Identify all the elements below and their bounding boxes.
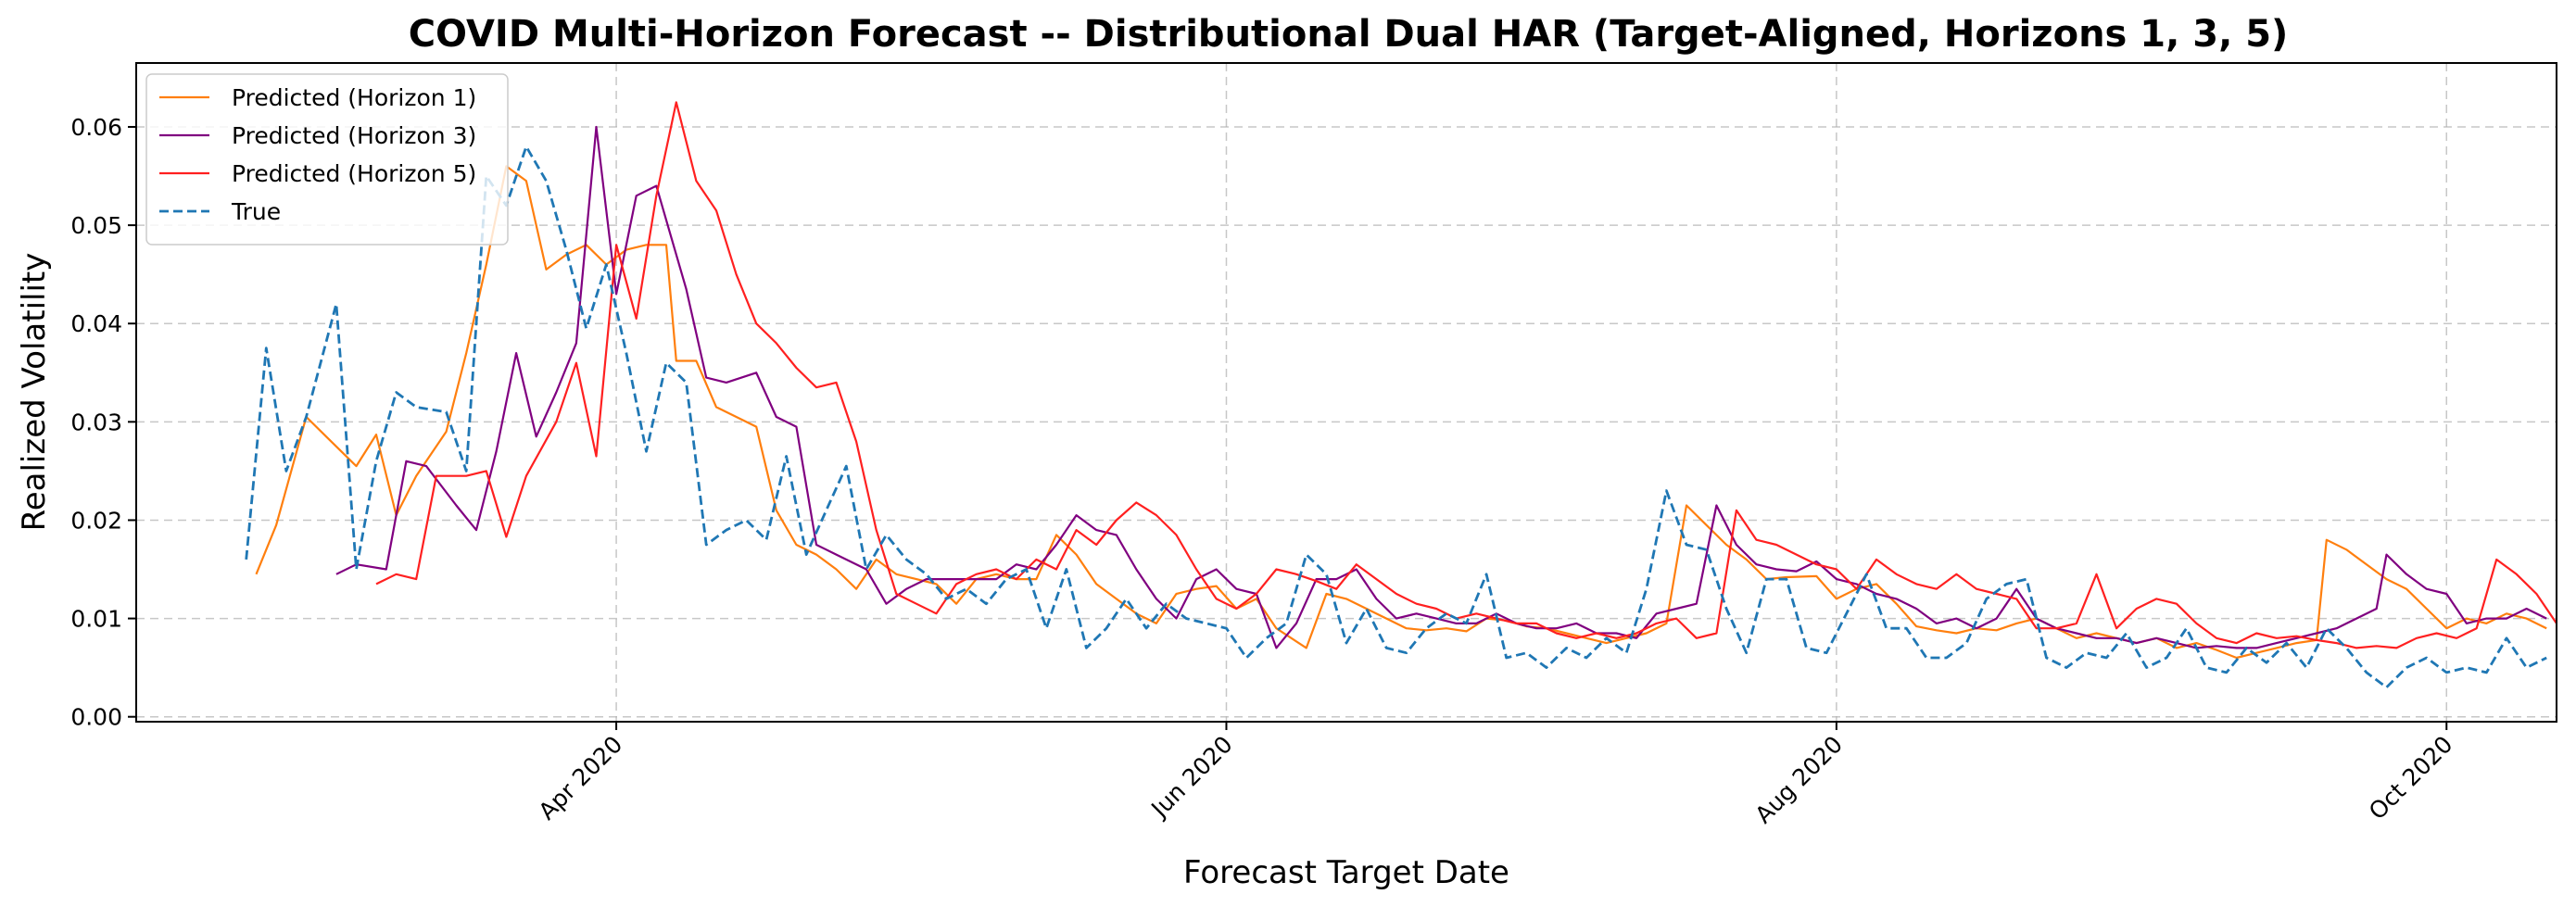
series-line-3 xyxy=(375,101,2557,649)
legend-label: Predicted (Horizon 5) xyxy=(232,160,476,187)
legend-label: True xyxy=(231,198,281,225)
y-tick-label: 0.01 xyxy=(70,606,122,633)
y-tick-label: 0.06 xyxy=(70,114,122,141)
y-axis: 0.00 0.01 0.02 0.03 0.04 0.05 0.06 xyxy=(70,114,136,731)
legend: Predicted (Horizon 1) Predicted (Horizon … xyxy=(145,73,509,246)
series-line-1 xyxy=(255,165,2547,660)
y-tick-label: 0.03 xyxy=(70,409,122,435)
plot-frame xyxy=(135,62,2557,723)
y-tick-label: 0.00 xyxy=(70,704,122,731)
legend-box xyxy=(145,73,509,246)
y-tick-label: 0.05 xyxy=(70,212,122,239)
legend-label: Predicted (Horizon 1) xyxy=(232,84,476,111)
series-layer xyxy=(245,101,2557,689)
y-tick-label: 0.04 xyxy=(70,310,122,337)
series-line-4 xyxy=(245,145,2547,689)
y-tick-label: 0.02 xyxy=(70,507,122,534)
grid xyxy=(136,63,2557,722)
chart-title: COVID Multi-Horizon Forecast -- Distribu… xyxy=(409,13,2289,56)
x-axis-label: Forecast Target Date xyxy=(1183,854,1509,891)
y-axis-label: Realized Volatility xyxy=(16,253,53,532)
legend-label: Predicted (Horizon 3) xyxy=(232,122,476,149)
